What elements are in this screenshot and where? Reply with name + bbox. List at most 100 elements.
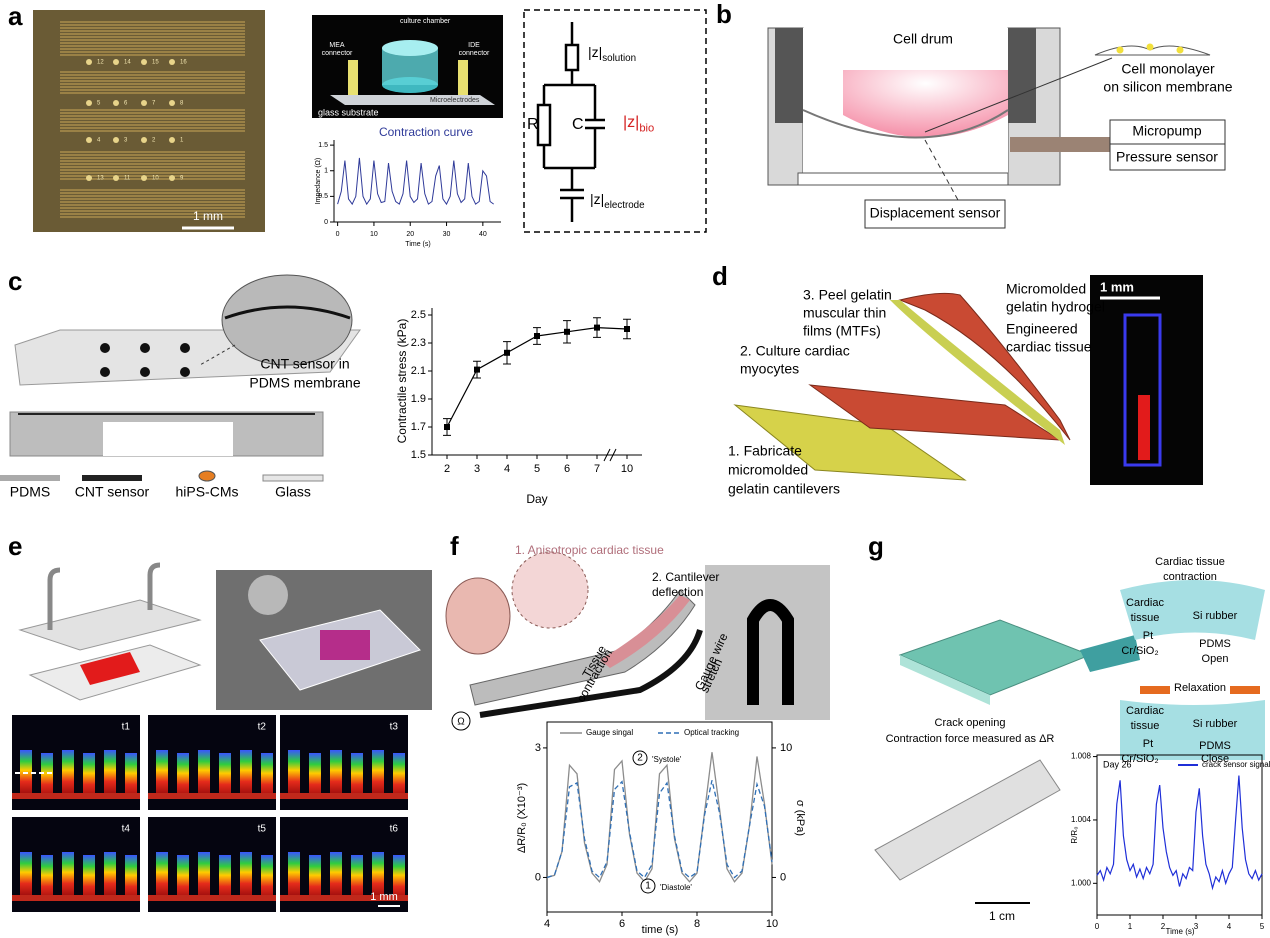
label: culture chamber (400, 18, 451, 25)
x-tick-label: 0 (1095, 922, 1100, 931)
pillar (393, 855, 405, 900)
pillar (83, 753, 95, 798)
illustration-rect (1008, 28, 1036, 123)
tissue-base (12, 793, 140, 799)
label: films (MTFs) (803, 323, 881, 339)
y-tick-label: 1.000 (1071, 878, 1092, 887)
illustration-path (600, 595, 690, 668)
electrode-label: 9 (180, 176, 184, 182)
electrode (86, 100, 92, 106)
legend-label: Optical tracking (684, 728, 739, 737)
illustration-rect (33, 10, 265, 232)
label: Si rubber (1193, 610, 1238, 622)
frame-label: t1 (122, 722, 131, 733)
label: gelatin cantilevers (728, 481, 840, 497)
x-tick-label: 2 (444, 463, 450, 475)
x-tick-label: 10 (766, 918, 778, 930)
pillar (62, 750, 74, 795)
label: 1. Fabricate (728, 443, 802, 459)
x-tick-label: 8 (694, 918, 700, 930)
tissue-base (280, 793, 408, 799)
scale-bar-label: 1 mm (370, 891, 398, 903)
illustration-polygon (898, 619, 1092, 696)
illustration-path (898, 292, 1071, 441)
label: connector (459, 50, 490, 57)
label: Cr/SiO₂ (1121, 645, 1158, 657)
label: 3. Peel gelatin (803, 287, 892, 303)
electrode-label: 1 (180, 138, 184, 144)
pillar (104, 750, 116, 795)
label: glass substrate (318, 107, 379, 117)
illustration-rect (320, 630, 370, 660)
data-point (594, 324, 600, 331)
illustration-circle (140, 343, 150, 353)
label: IDE (468, 42, 480, 49)
illustration-path (47, 567, 61, 630)
x-tick-label: 3 (474, 463, 480, 475)
electrode (141, 100, 147, 106)
label: Microelectrodes (430, 97, 480, 104)
tissue-base (148, 793, 276, 799)
label-sub: bio (639, 123, 654, 135)
illustration-rect (103, 422, 233, 456)
annotation-text: 'Systole' (652, 755, 682, 764)
y-tick-label: 2.3 (411, 337, 426, 349)
panel-letter: a (8, 1, 23, 31)
y-axis-label: R/R₀ (1070, 826, 1079, 843)
illustration-path (147, 562, 161, 610)
legend-label: CNT sensor (75, 484, 150, 500)
illustration-polygon (900, 655, 990, 705)
y-axis-label: ΔR/R₀ (X10⁻³) (516, 783, 528, 853)
label: CNT sensor in (260, 356, 349, 372)
legend-label: Gauge singal (586, 728, 633, 737)
label: micromolded (728, 462, 808, 478)
label: Micropump (1132, 123, 1201, 139)
illustration-polygon (18, 599, 202, 651)
illustration-polygon (330, 95, 495, 105)
illustration-rect (458, 60, 468, 95)
electrode (141, 137, 147, 143)
pillar (288, 852, 300, 897)
electrode-label: 5 (97, 101, 101, 107)
chart-title: Contraction curve (379, 125, 473, 139)
frame-label: t6 (390, 824, 399, 835)
electrode-label: 12 (97, 60, 104, 66)
pillar (288, 750, 300, 795)
y-tick-label: 1.004 (1071, 815, 1092, 824)
electrode (86, 137, 92, 143)
label: PDMS membrane (249, 375, 360, 391)
pillar (20, 852, 32, 897)
pillar (104, 852, 116, 897)
label: tissue (1131, 720, 1160, 732)
illustration-rect (1138, 395, 1150, 460)
x-tick-label: 20 (406, 231, 414, 238)
x-tick-label: 10 (370, 231, 378, 238)
x-tick-label: 5 (534, 463, 540, 475)
frame-label: t2 (258, 722, 267, 733)
plot-frame (1096, 754, 1263, 916)
data-point (444, 424, 450, 430)
electrode (113, 59, 119, 65)
illustration-path (1120, 700, 1265, 760)
data-point (474, 366, 480, 373)
pillar (177, 855, 189, 900)
scale-bar-label: 1 cm (989, 909, 1015, 923)
illustration-circle (511, 551, 589, 629)
pillar (41, 753, 53, 798)
label: Contraction force measured as ΔR (886, 733, 1055, 745)
electrode (113, 100, 119, 106)
scale-bar-label: 1 mm (193, 209, 223, 223)
data-point (624, 326, 630, 332)
electrode-label: 16 (180, 60, 187, 66)
electrode (86, 175, 92, 181)
y-tick-label: 1 (324, 168, 328, 175)
y-tick-label: 2.1 (411, 365, 426, 377)
legend-label: crack sensor signal (1202, 760, 1270, 769)
data-line (1096, 775, 1263, 891)
electrode-label: 14 (124, 60, 131, 66)
label: cardiac tissue (1006, 339, 1092, 355)
electrode-label: 15 (152, 60, 159, 66)
x-tick-label: 4 (1227, 922, 1232, 931)
illustration-path (1120, 580, 1265, 640)
panel-letter: b (716, 0, 732, 29)
